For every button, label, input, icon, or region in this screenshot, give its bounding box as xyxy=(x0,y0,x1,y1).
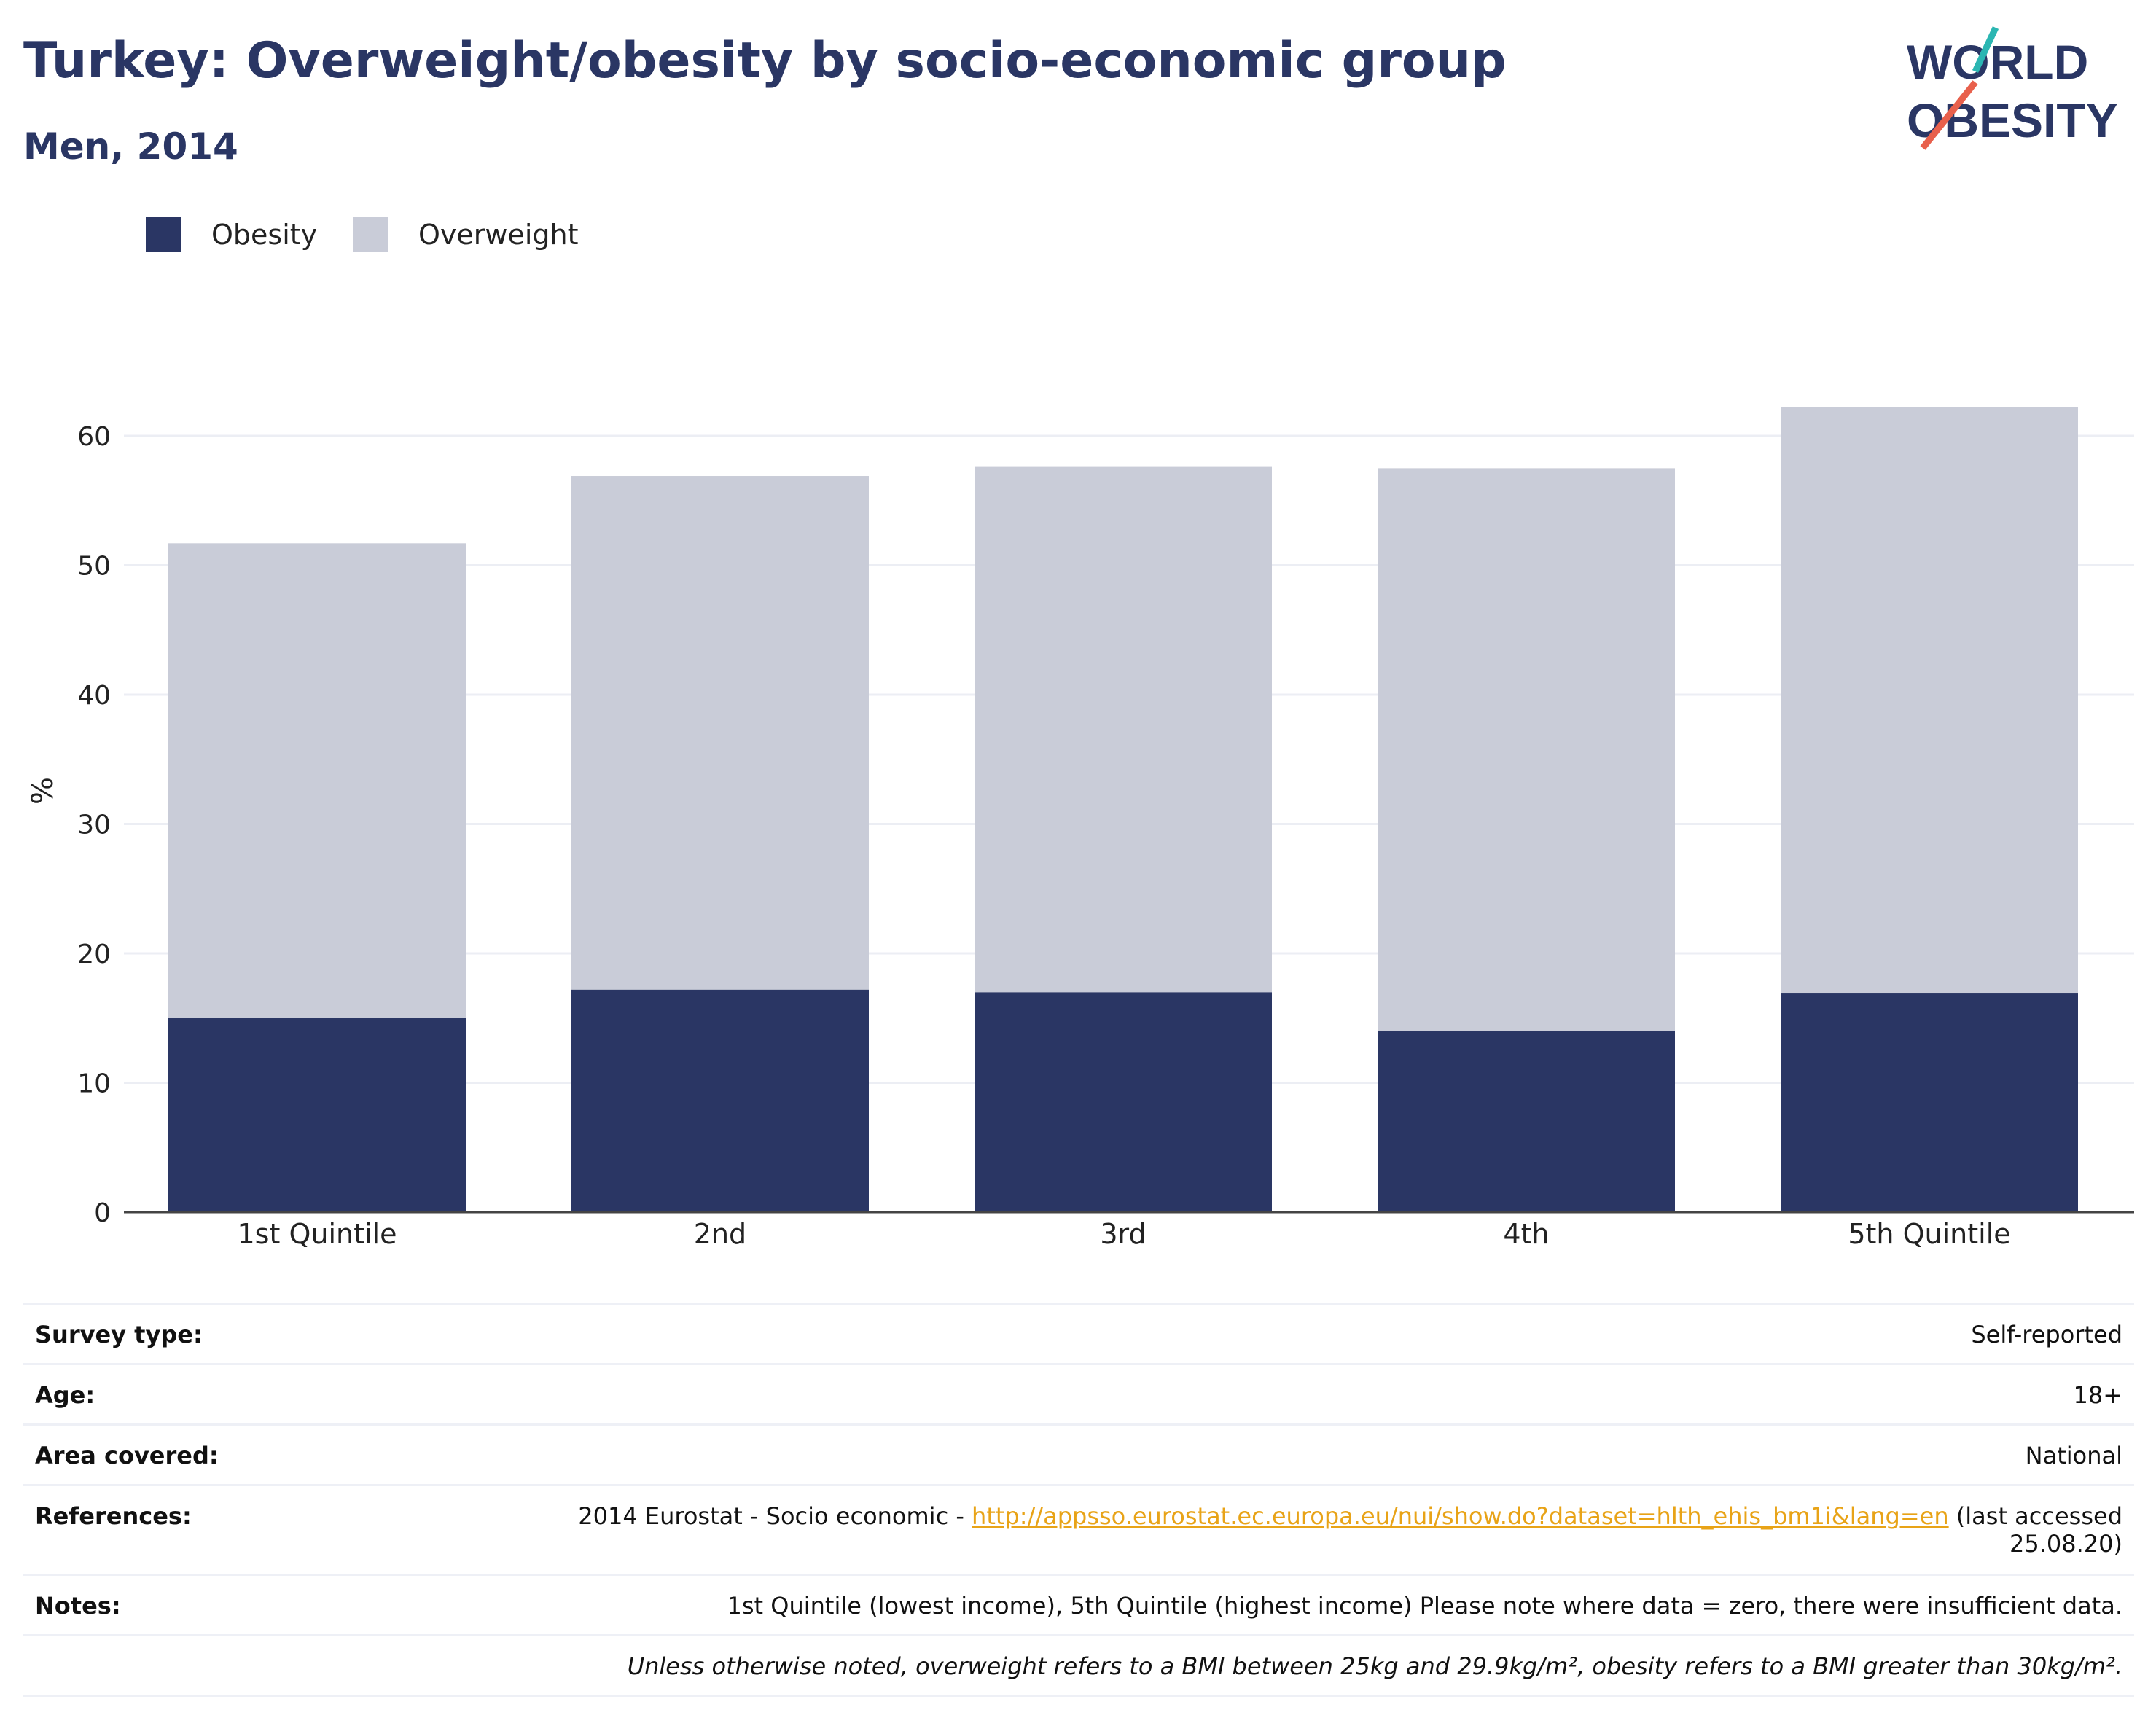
references-value: 2014 Eurostat - Socio economic - http://… xyxy=(578,1502,2122,1558)
x-tick-label: 1st Quintile xyxy=(238,1218,397,1250)
references-label: References: xyxy=(35,1502,192,1530)
age-label: Age: xyxy=(35,1381,95,1409)
footnote: Unless otherwise noted, overweight refer… xyxy=(627,1652,2122,1680)
area-label: Area covered: xyxy=(35,1442,219,1469)
logo-accent-top xyxy=(1972,26,1999,73)
row-references: References: 2014 Eurostat - Socio econom… xyxy=(23,1484,2134,1574)
world-obesity-logo: WORLD OBESITY xyxy=(1907,26,2118,150)
notes-label: Notes: xyxy=(35,1592,121,1620)
legend-item-obesity[interactable]: Obesity xyxy=(146,216,317,254)
y-axis-label: % xyxy=(26,777,60,805)
bar-overweight xyxy=(1781,407,2078,994)
row-footnote: Unless otherwise noted, overweight refer… xyxy=(23,1634,2134,1697)
y-tick-label: 40 xyxy=(77,681,111,711)
legend-swatch-overweight xyxy=(353,217,388,252)
references-suffix: (last accessed xyxy=(1948,1502,2122,1530)
bar-obesity xyxy=(168,1018,466,1212)
bar-obesity xyxy=(1781,993,2078,1212)
bar-overweight xyxy=(975,466,1272,993)
logo-accent-bottom xyxy=(1920,80,1978,150)
x-tick-label: 2nd xyxy=(694,1218,746,1250)
row-survey-type: Survey type: Self-reported xyxy=(23,1303,2134,1363)
y-tick-label: 10 xyxy=(77,1069,111,1099)
chart-title: Turkey: Overweight/obesity by socio-econ… xyxy=(23,32,1507,90)
survey-type-label: Survey type: xyxy=(35,1321,203,1348)
x-tick-label: 4th xyxy=(1503,1218,1549,1250)
legend-item-overweight[interactable]: Overweight xyxy=(353,216,579,254)
bar-obesity xyxy=(571,989,869,1212)
references-prefix: 2014 Eurostat - Socio economic - xyxy=(578,1502,972,1530)
notes-value: 1st Quintile (lowest income), 5th Quinti… xyxy=(727,1592,2123,1620)
references-suffix2: 25.08.20) xyxy=(2009,1530,2122,1558)
y-tick-label: 0 xyxy=(94,1198,111,1228)
references-link[interactable]: http://appsso.eurostat.ec.europa.eu/nui/… xyxy=(972,1502,1949,1530)
age-value: 18+ xyxy=(2073,1381,2122,1409)
x-tick-label: 5th Quintile xyxy=(1848,1218,2010,1250)
survey-type-value: Self-reported xyxy=(1971,1321,2122,1348)
chart-subtitle: Men, 2014 xyxy=(23,125,238,168)
stacked-bar-chart: 0 10 20 30 40 50 60% 1st Quintile 2nd 3rd 4th 5th Q… xyxy=(26,407,2134,1250)
x-tick-label: 3rd xyxy=(1100,1218,1146,1250)
legend-swatch-obesity xyxy=(146,217,181,252)
bar-overweight xyxy=(168,543,466,1018)
legend-label-obesity: Obesity xyxy=(211,219,318,251)
y-tick-label: 30 xyxy=(77,811,111,840)
row-area: Area covered: National xyxy=(23,1423,2134,1484)
row-notes: Notes: 1st Quintile (lowest income), 5th… xyxy=(23,1574,2134,1634)
bar-obesity xyxy=(1378,1031,1675,1212)
y-tick-label: 20 xyxy=(77,940,111,969)
y-tick-label: 50 xyxy=(77,552,111,582)
bar-overweight xyxy=(571,476,869,990)
y-tick-label: 60 xyxy=(77,422,111,452)
area-value: National xyxy=(2025,1442,2122,1469)
bar-overweight xyxy=(1378,468,1675,1031)
bar-obesity xyxy=(975,992,1272,1212)
row-age: Age: 18+ xyxy=(23,1363,2134,1423)
survey-info-table: Survey type: Self-reported Age: 18+ Area… xyxy=(23,1303,2134,1697)
logo-line1: WORLD xyxy=(1907,35,2088,89)
legend-label-overweight: Overweight xyxy=(418,219,579,251)
